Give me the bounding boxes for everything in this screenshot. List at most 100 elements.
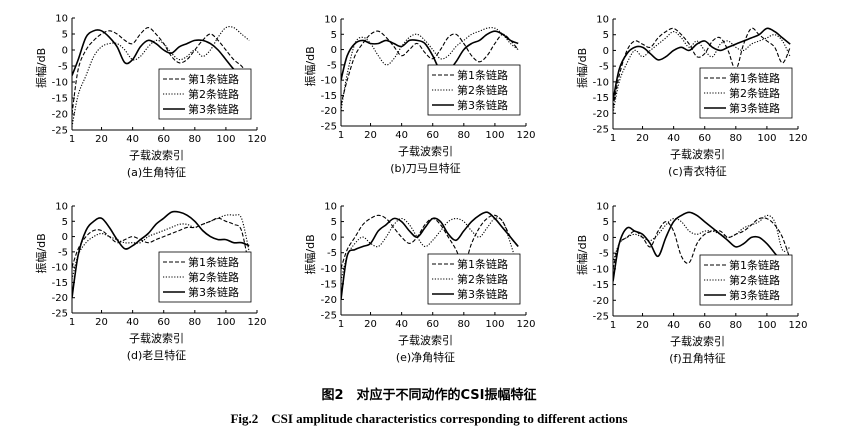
x-axis-label: 子载波索引 [398,333,453,347]
y-axis-label: 振幅/dB [34,48,48,88]
x-tick-label: 80 [729,320,742,331]
y-tick-label: -25 [321,122,337,133]
series-line-dotted [72,214,250,280]
legend-label: 第2条链路 [729,273,780,287]
y-tick-label: -25 [321,311,337,322]
x-tick-label: 40 [667,133,680,144]
y-axis-label: 振幅/dB [34,233,48,273]
y-tick-label: 5 [62,30,68,41]
y-tick-label: 10 [596,202,609,213]
series-line-solid [613,211,791,282]
series-line-dashed [341,214,519,269]
y-tick-label: -10 [52,263,68,274]
y-tick-label: 10 [324,15,337,26]
x-tick-label: 60 [157,317,170,328]
y-tick-label: -5 [58,247,68,258]
x-tick-label: 20 [95,317,108,328]
series-line-dotted [613,214,791,263]
y-tick-label: -10 [321,76,337,87]
x-tick-label: 100 [757,133,776,144]
series-line-dashed [72,217,250,268]
y-tick-label: 10 [55,202,68,213]
legend-label: 第2条链路 [729,86,780,100]
x-tick-label: 120 [516,130,535,141]
x-axis-label: 子载波索引 [670,334,725,348]
x-tick-label: 120 [247,134,266,145]
x-tick-label: 80 [188,134,201,145]
legend-label: 第3条链路 [729,101,780,115]
figure-caption-en: Fig.2 CSI amplitude characteristics corr… [230,411,628,426]
legend-label: 第2条链路 [188,270,239,284]
series-line-solid [341,30,519,81]
y-tick-label: -5 [58,62,68,73]
y-tick-label: -5 [327,60,337,71]
legend-label: 第1条链路 [729,71,780,85]
y-tick-label: 10 [324,202,337,213]
legend-label: 第1条链路 [457,68,508,82]
y-tick-label: -20 [52,110,68,121]
x-tick-label: 60 [426,319,439,330]
series-line-solid [72,29,250,77]
y-tick-label: 10 [55,14,68,25]
legend-label: 第1条链路 [188,72,239,86]
x-tick-label: 1 [338,130,344,141]
x-axis-label: 子载波索引 [129,331,184,345]
x-tick-label: 1 [69,134,75,145]
x-tick-label: 60 [426,130,439,141]
y-tick-label: -15 [52,278,68,289]
y-tick-label: -10 [593,77,609,88]
y-tick-label: 5 [331,217,337,228]
y-tick-label: -10 [321,264,337,275]
x-tick-label: 120 [788,133,807,144]
x-tick-label: 1 [610,320,616,331]
x-tick-label: 80 [729,133,742,144]
y-tick-label: -15 [52,94,68,105]
y-tick-label: -25 [52,126,68,137]
x-tick-label: 100 [485,130,504,141]
legend-label: 第3条链路 [457,98,508,112]
y-tick-label: -20 [52,293,68,304]
x-tick-label: 1 [610,133,616,144]
y-tick-label: -15 [321,279,337,290]
x-tick-label: 80 [457,319,470,330]
x-tick-label: 100 [757,320,776,331]
x-tick-label: 20 [636,320,649,331]
x-tick-label: 20 [636,133,649,144]
y-tick-label: 0 [62,46,68,57]
y-tick-label: -15 [593,280,609,291]
x-tick-label: 60 [157,134,170,145]
x-tick-label: 120 [247,317,266,328]
y-tick-label: 5 [331,30,337,41]
y-tick-label: -25 [593,312,609,323]
panel-subtitle: (e)净角特征 [396,350,455,364]
y-tick-label: -10 [52,78,68,89]
x-tick-label: 1 [69,317,75,328]
x-axis-label: 子载波索引 [129,148,184,162]
y-tick-label: -15 [321,91,337,102]
series-line-dashed [613,27,791,108]
y-tick-label: -25 [52,309,68,320]
legend-label: 第3条链路 [457,287,508,301]
x-tick-label: 80 [457,130,470,141]
y-tick-label: 0 [331,233,337,244]
x-tick-label: 120 [788,320,807,331]
legend-label: 第3条链路 [188,285,239,299]
x-tick-label: 100 [485,319,504,330]
series-line-solid [341,211,519,300]
x-tick-label: 1 [338,319,344,330]
figure-caption-cn: 图2 对应于不同动作的CSI振幅特征 [321,388,537,403]
y-tick-label: 0 [62,232,68,243]
series-line-dotted [341,27,519,111]
y-tick-label: 5 [603,217,609,228]
legend-label: 第1条链路 [729,258,780,272]
legend-label: 第1条链路 [188,255,239,269]
